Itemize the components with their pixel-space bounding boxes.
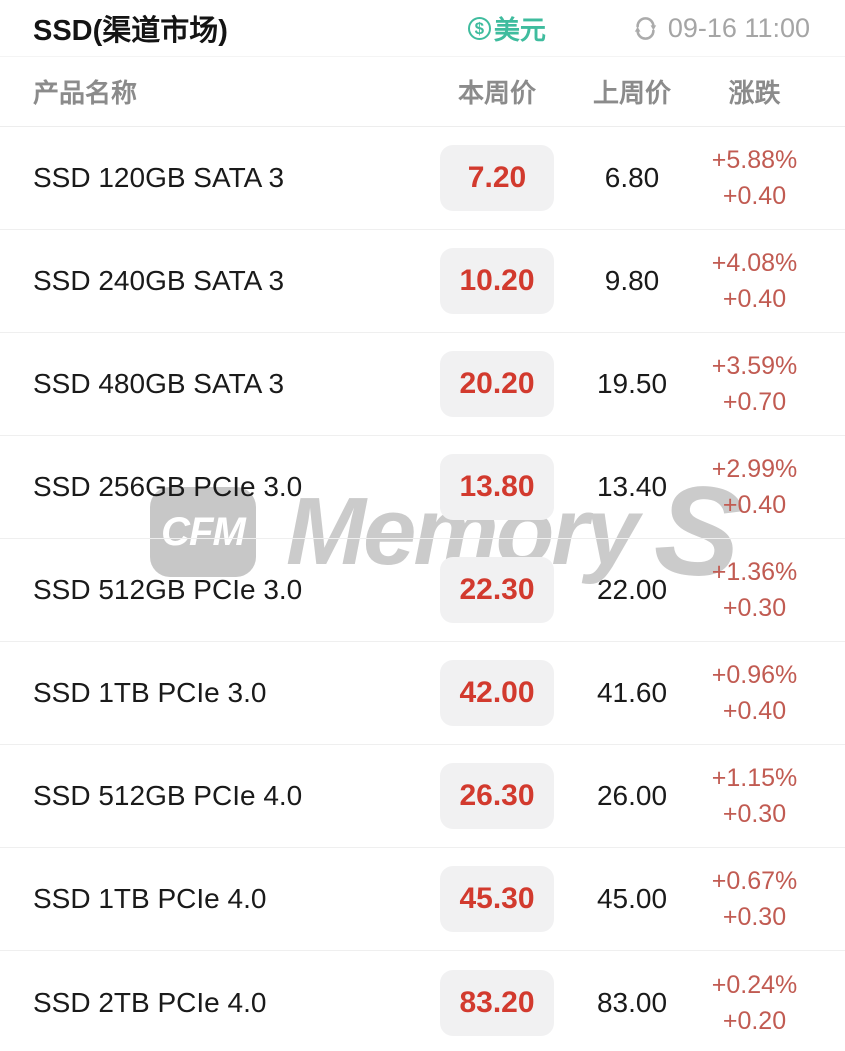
change-absolute: +0.40 xyxy=(722,697,787,725)
col-this-week-price: 本周价 xyxy=(457,78,536,108)
this-week-price: 7.20 xyxy=(440,145,554,211)
change-absolute: +0.70 xyxy=(722,388,787,416)
this-week-price: 45.30 xyxy=(440,866,554,932)
this-week-price-cell: 13.80 xyxy=(422,454,572,520)
table-row[interactable]: SSD 1TB PCIe 4.0 45.30 45.00 +0.67% +0.3… xyxy=(0,848,845,951)
refresh-timestamp: 09-16 11:00 xyxy=(667,12,810,43)
product-name: SSD 240GB SATA 3 xyxy=(33,265,285,296)
this-week-price-cell: 45.30 xyxy=(422,866,572,932)
this-week-price: 26.30 xyxy=(440,763,554,829)
change-absolute: +0.40 xyxy=(722,285,787,313)
last-week-price: 19.50 xyxy=(596,368,668,399)
page-title: SSD(渠道市场) xyxy=(33,15,228,47)
change-absolute: +0.30 xyxy=(722,594,787,622)
currency-label: 美元 xyxy=(493,14,546,45)
change-percent: +4.08% xyxy=(711,249,798,277)
product-name: SSD 512GB PCIe 3.0 xyxy=(33,574,303,605)
last-week-price: 13.40 xyxy=(596,471,668,502)
this-week-price: 13.80 xyxy=(440,454,554,520)
price-change: +1.36% +0.30 xyxy=(692,554,817,626)
this-week-price-cell: 26.30 xyxy=(422,763,572,829)
change-percent: +0.67% xyxy=(711,867,798,895)
table-body: SSD 120GB SATA 3 7.20 6.80 +5.88% +0.40 … xyxy=(0,127,845,1051)
product-name: SSD 512GB PCIe 4.0 xyxy=(33,780,303,811)
change-percent: +2.99% xyxy=(711,455,798,483)
title-bar: SSD(渠道市场) $ 美元 09-16 11:00 xyxy=(0,0,845,57)
this-week-price-cell: 10.20 xyxy=(422,248,572,314)
change-percent: +1.15% xyxy=(711,764,798,792)
change-percent: +5.88% xyxy=(711,146,798,174)
this-week-price: 20.20 xyxy=(440,351,554,417)
last-week-price: 41.60 xyxy=(596,677,668,708)
product-name: SSD 1TB PCIe 3.0 xyxy=(33,677,267,708)
table-row[interactable]: SSD 480GB SATA 3 20.20 19.50 +3.59% +0.7… xyxy=(0,333,845,436)
this-week-price-cell: 20.20 xyxy=(422,351,572,417)
last-week-price: 45.00 xyxy=(596,883,668,914)
change-absolute: +0.30 xyxy=(722,800,787,828)
price-change: +2.99% +0.40 xyxy=(692,451,817,523)
price-change: +5.88% +0.40 xyxy=(692,142,817,214)
this-week-price: 83.20 xyxy=(440,969,554,1036)
table-header: 产品名称 本周价 上周价 涨跌 xyxy=(0,57,845,127)
change-absolute: +0.40 xyxy=(722,182,787,210)
product-name: SSD 480GB SATA 3 xyxy=(33,368,285,399)
table-row[interactable]: SSD 512GB PCIe 4.0 26.30 26.00 +1.15% +0… xyxy=(0,745,845,848)
table-row[interactable]: SSD 2TB PCIe 4.0 83.20 83.00 +0.24% +0.2… xyxy=(0,951,845,1051)
change-percent: +1.36% xyxy=(711,558,798,586)
col-change: 涨跌 xyxy=(728,78,781,108)
col-last-week-price: 上周价 xyxy=(592,78,671,108)
refresh-icon xyxy=(634,16,657,40)
change-percent: +3.59% xyxy=(711,352,798,380)
last-week-price: 83.00 xyxy=(596,986,668,1018)
this-week-price: 22.30 xyxy=(440,557,554,623)
change-absolute: +0.20 xyxy=(722,1006,787,1035)
currency-toggle[interactable]: $ 美元 xyxy=(467,10,546,47)
price-change: +0.24% +0.20 xyxy=(692,967,817,1039)
table-row[interactable]: SSD 120GB SATA 3 7.20 6.80 +5.88% +0.40 xyxy=(0,127,845,230)
last-week-price: 26.00 xyxy=(596,780,668,811)
table-row[interactable]: SSD 256GB PCIe 3.0 13.80 13.40 +2.99% +0… xyxy=(0,436,845,539)
this-week-price-cell: 83.20 xyxy=(422,969,572,1036)
refresh-control[interactable]: 09-16 11:00 xyxy=(632,13,810,44)
last-week-price: 9.80 xyxy=(604,265,660,296)
this-week-price: 42.00 xyxy=(440,660,554,726)
price-change: +0.67% +0.30 xyxy=(692,863,817,935)
col-product-name: 产品名称 xyxy=(33,78,138,108)
change-absolute: +0.40 xyxy=(722,491,787,519)
product-name: SSD 2TB PCIe 4.0 xyxy=(33,986,267,1018)
table-row[interactable]: SSD 240GB SATA 3 10.20 9.80 +4.08% +0.40 xyxy=(0,230,845,333)
table-row[interactable]: SSD 1TB PCIe 3.0 42.00 41.60 +0.96% +0.4… xyxy=(0,642,845,745)
product-name: SSD 256GB PCIe 3.0 xyxy=(33,471,303,502)
this-week-price-cell: 42.00 xyxy=(422,660,572,726)
change-absolute: +0.30 xyxy=(722,903,787,931)
table-row[interactable]: SSD 512GB PCIe 3.0 22.30 22.00 +1.36% +0… xyxy=(0,539,845,642)
dollar-circle-icon: $ xyxy=(467,16,491,40)
change-percent: +0.24% xyxy=(711,970,798,999)
this-week-price-cell: 7.20 xyxy=(422,145,572,211)
change-percent: +0.96% xyxy=(711,661,798,689)
product-name: SSD 1TB PCIe 4.0 xyxy=(33,883,267,914)
product-name: SSD 120GB SATA 3 xyxy=(33,162,285,193)
last-week-price: 6.80 xyxy=(604,162,660,193)
price-change: +3.59% +0.70 xyxy=(692,348,817,420)
this-week-price-cell: 22.30 xyxy=(422,557,572,623)
this-week-price: 10.20 xyxy=(440,248,554,314)
last-week-price: 22.00 xyxy=(596,574,668,605)
price-change: +0.96% +0.40 xyxy=(692,657,817,729)
price-change: +1.15% +0.30 xyxy=(692,760,817,832)
price-change: +4.08% +0.40 xyxy=(692,245,817,317)
